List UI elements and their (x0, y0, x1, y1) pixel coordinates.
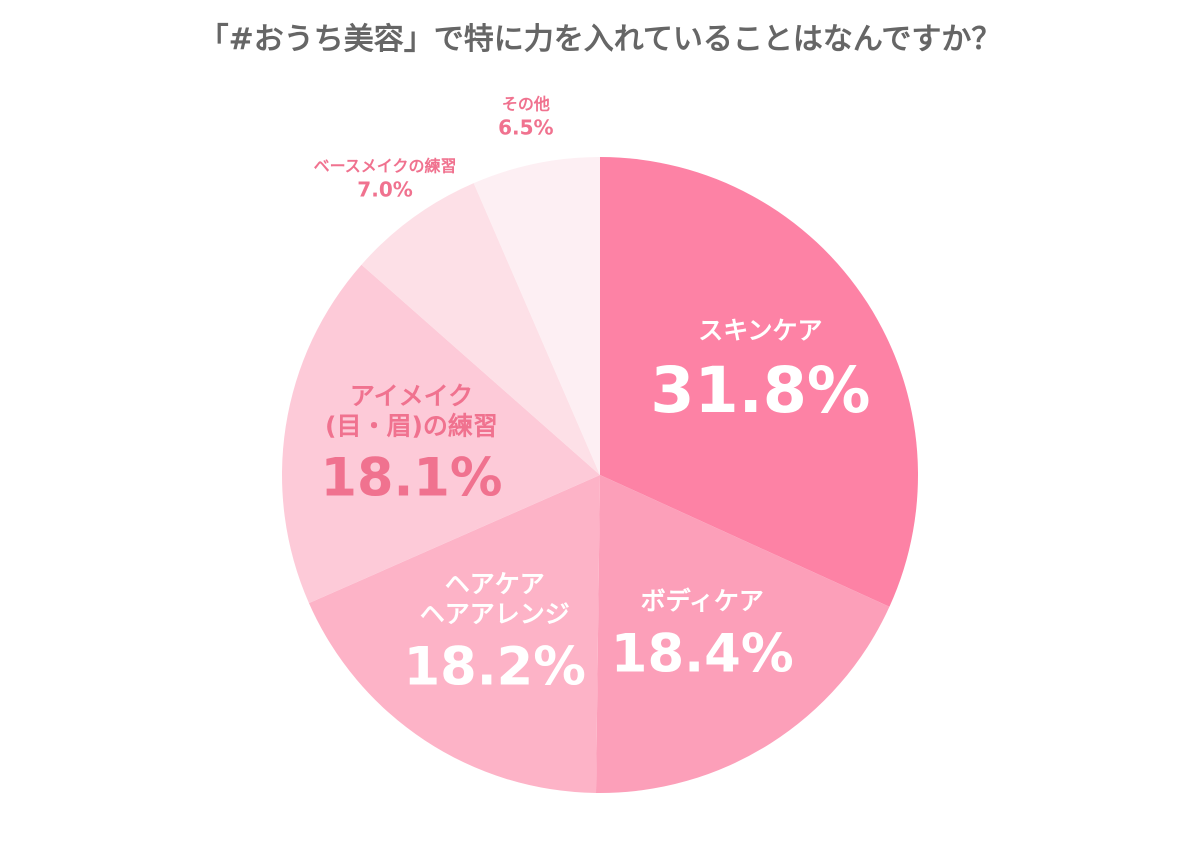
value-label: 18.4% (610, 623, 794, 685)
pie-slice (596, 475, 890, 793)
pie-slice (600, 157, 918, 607)
value-label: 18.2% (403, 636, 586, 698)
slice-label: アイメイク (目・眉)の練習 18.1% (320, 381, 502, 510)
pie-slice (473, 157, 600, 475)
pie-slice (281, 264, 600, 604)
category-label: ヘアケア ヘアアレンジ (419, 569, 570, 629)
slice-label: ヘアケア ヘアアレンジ 18.2% (404, 570, 586, 699)
value-label: 7.0% (357, 177, 413, 202)
slice-label: スキンケア 31.8% (650, 316, 870, 428)
chart-title: 「#おうち美容」で特に力を入れていることはなんですか？ (198, 22, 1002, 57)
category-label: アイメイク (目・眉)の練習 (325, 381, 498, 441)
slice-label: その他 6.5% (498, 94, 553, 139)
value-label: 18.1% (320, 447, 503, 509)
pie-slice (361, 183, 600, 475)
slice-label: ベースメイクの練習 7.0% (314, 157, 457, 202)
category-label: ベースメイクの練習 (313, 156, 457, 176)
pie-slice (308, 475, 600, 793)
value-label: 6.5% (498, 115, 554, 140)
value-label: 31.8% (650, 352, 871, 427)
category-label: スキンケア (698, 315, 823, 345)
slice-label: ボディケア 18.4% (611, 586, 794, 685)
category-label: その他 (501, 94, 550, 114)
category-label: ボディケア (640, 586, 764, 616)
